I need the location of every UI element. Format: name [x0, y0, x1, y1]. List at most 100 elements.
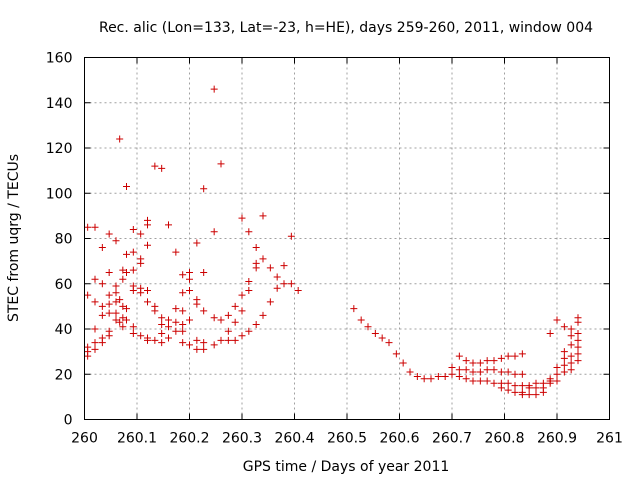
data-point: [546, 330, 554, 338]
data-point: [105, 332, 113, 340]
x-tick-label: 260.5: [327, 431, 367, 447]
data-point: [245, 228, 253, 236]
data-point: [511, 352, 519, 360]
data-point: [574, 318, 582, 326]
data-point: [252, 320, 260, 328]
x-tick-label: 260: [71, 431, 98, 447]
data-point: [504, 386, 512, 394]
data-point: [518, 391, 526, 399]
data-point: [259, 255, 267, 263]
data-point: [511, 370, 519, 378]
data-point: [144, 241, 151, 249]
y-tick-label: 60: [55, 277, 73, 293]
data-point: [483, 357, 491, 365]
data-point: [567, 359, 575, 367]
data-point: [434, 373, 442, 381]
data-point: [84, 352, 92, 360]
data-point: [144, 221, 151, 229]
data-point: [186, 316, 193, 324]
data-point: [105, 291, 113, 299]
data-point: [420, 375, 428, 383]
x-tick-label: 260.9: [537, 431, 577, 447]
x-tick-label: 260.8: [484, 431, 524, 447]
data-point: [518, 382, 526, 390]
data-point: [238, 291, 246, 299]
data-point: [119, 314, 127, 322]
data-point: [179, 327, 187, 335]
data-point: [574, 357, 582, 365]
data-point: [91, 298, 99, 306]
data-point: [123, 268, 130, 276]
data-point: [259, 212, 267, 220]
data-point: [392, 350, 400, 358]
data-point: [158, 320, 166, 328]
data-point: [567, 325, 575, 333]
data-point: [504, 368, 512, 376]
data-point: [238, 214, 246, 222]
data-point: [84, 223, 92, 231]
data-point: [217, 336, 225, 344]
data-point: [490, 357, 498, 365]
data-point: [518, 350, 526, 358]
data-point: [144, 287, 151, 295]
data-point: [116, 318, 124, 326]
data-point: [137, 332, 145, 340]
data-point: [525, 391, 533, 399]
data-point: [98, 302, 106, 310]
data-point: [137, 289, 145, 297]
data-point: [455, 373, 463, 381]
data-point: [112, 309, 120, 317]
data-point: [490, 379, 498, 387]
data-point: [553, 377, 561, 385]
data-point: [165, 323, 172, 331]
data-point: [413, 373, 421, 381]
data-point: [560, 354, 568, 362]
data-point: [200, 268, 208, 276]
data-point: [105, 268, 113, 276]
data-point: [112, 289, 120, 297]
data-point: [123, 250, 130, 258]
data-point: [217, 316, 225, 324]
data-point: [129, 248, 137, 256]
data-point: [560, 323, 568, 331]
data-point: [574, 343, 582, 351]
data-point: [560, 348, 568, 356]
label-layer: 260 260.1 260.2 260.3 260.4 260.5 260.6 260.7 26…: [46, 51, 623, 447]
data-point: [259, 311, 267, 319]
data-point: [371, 330, 379, 338]
data-point: [245, 327, 253, 335]
data-point: [129, 225, 137, 233]
x-tick-label: 260.7: [432, 431, 472, 447]
x-axis-title: GPS time / Days of year 2011: [243, 459, 450, 475]
data-point: [105, 230, 113, 238]
data-point: [165, 334, 172, 342]
data-point: [280, 280, 288, 288]
data-point: [172, 248, 180, 256]
data-point: [553, 363, 561, 371]
data-point: [539, 388, 547, 396]
data-point: [119, 275, 127, 283]
data-point: [151, 307, 159, 315]
data-point: [518, 370, 526, 378]
data-point: [105, 300, 113, 308]
data-point: [476, 368, 484, 376]
data-point: [273, 273, 281, 281]
data-point: [158, 330, 166, 338]
data-point: [427, 375, 435, 383]
y-tick-label: 40: [55, 322, 73, 338]
data-point: [385, 339, 393, 347]
data-point: [193, 336, 201, 344]
y-tick-label: 140: [46, 96, 73, 112]
data-point: [224, 311, 232, 319]
data-point: [252, 264, 260, 272]
data-point: [119, 323, 127, 331]
data-point: [231, 318, 239, 326]
data-point: [210, 228, 218, 236]
data-point: [105, 309, 113, 317]
data-point: [448, 363, 456, 371]
data-point: [497, 384, 505, 392]
data-point: [357, 316, 365, 324]
data-point: [186, 275, 193, 283]
data-point: [172, 318, 180, 326]
data-point: [91, 325, 99, 333]
